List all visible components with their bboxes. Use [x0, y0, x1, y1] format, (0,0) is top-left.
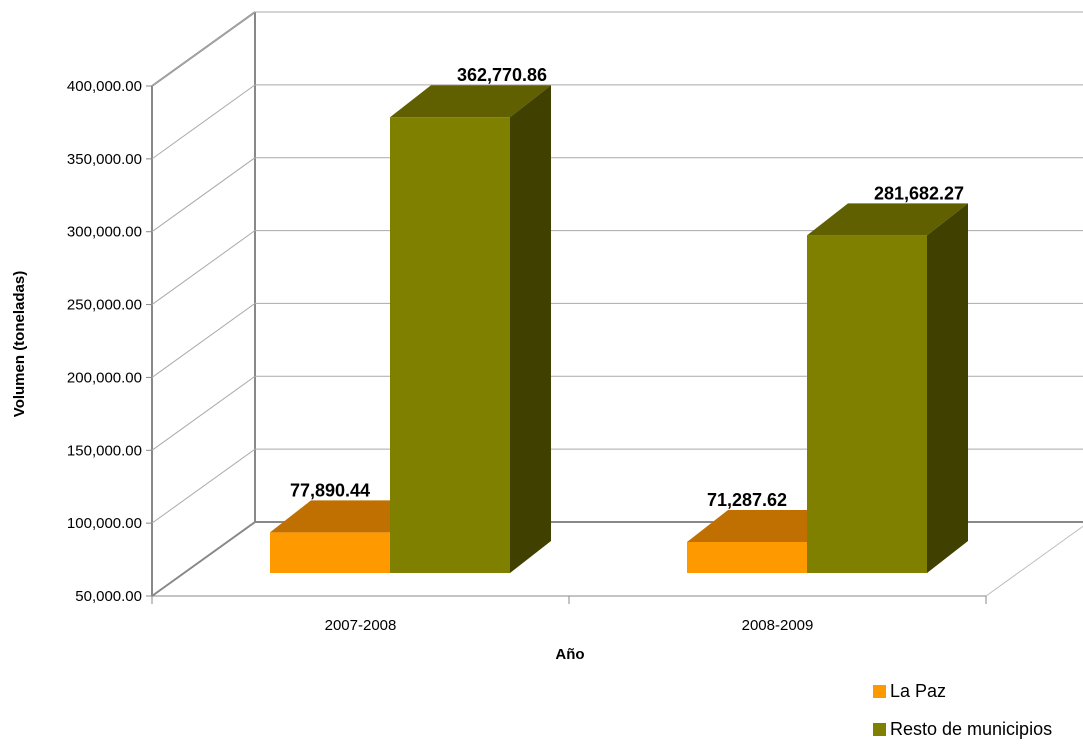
gridline-diagonal: [151, 157, 256, 233]
y-tick-label: 300,000.00: [67, 224, 142, 241]
x-axis-ticks: 2007-2008 2008-2009: [151, 596, 987, 634]
gridline-diagonal: [151, 230, 256, 305]
y-tick-label: 350,000.00: [67, 151, 142, 168]
y-tick-label: 400,000.00: [67, 78, 142, 95]
y-axis-ticks: 50,000.00 100,000.00 150,000.00 200,000.00 2…: [67, 78, 152, 605]
bar-front: [687, 541, 807, 573]
gridline-diagonal: [151, 84, 256, 160]
bar-top: [390, 85, 551, 118]
bars: [270, 85, 968, 574]
legend-label-resto: Resto de municipios: [890, 718, 1053, 739]
legend-label-la-paz: La Paz: [890, 680, 947, 701]
floor-left-edge: [151, 521, 256, 597]
data-label: 71,287.62: [707, 490, 787, 510]
bar: [390, 85, 551, 574]
data-label: 77,890.44: [290, 480, 370, 500]
legend-swatch-resto: [873, 722, 886, 736]
bar-side: [927, 203, 968, 574]
legend-item-la-paz: La Paz: [873, 672, 1052, 710]
y-axis-title: Volumen (toneladas): [11, 271, 28, 417]
bar: [807, 203, 968, 574]
gridline-diagonal: [151, 11, 256, 87]
y-tick-label: 250,000.00: [67, 297, 142, 314]
bar-front: [807, 235, 927, 574]
gridline-diagonal: [151, 375, 256, 451]
legend-swatch-la-paz: [873, 684, 886, 698]
x-tick-label: 2008-2009: [742, 617, 814, 634]
floor-right-edge: [985, 525, 1083, 597]
y-tick-label: 50,000.00: [75, 588, 142, 605]
x-tick-label: 2007-2008: [325, 617, 397, 634]
y-tick-label: 200,000.00: [67, 369, 142, 386]
data-labels: 77,890.44 362,770.86 71,287.62 281,682.27: [290, 65, 964, 510]
bar-front: [270, 532, 390, 573]
legend: La Paz Resto de municipios: [873, 672, 1052, 748]
y-tick-label: 150,000.00: [67, 442, 142, 459]
data-label: 281,682.27: [874, 183, 964, 203]
data-label: 362,770.86: [457, 65, 547, 85]
bar-front: [390, 117, 510, 574]
bar-side: [510, 85, 551, 574]
y-tick-label: 100,000.00: [67, 515, 142, 532]
x-axis-title: Año: [555, 646, 584, 663]
gridline-diagonal: [151, 303, 256, 378]
gridline-diagonal: [151, 448, 256, 524]
bar-top: [807, 203, 968, 236]
legend-item-resto: Resto de municipios: [873, 710, 1052, 748]
